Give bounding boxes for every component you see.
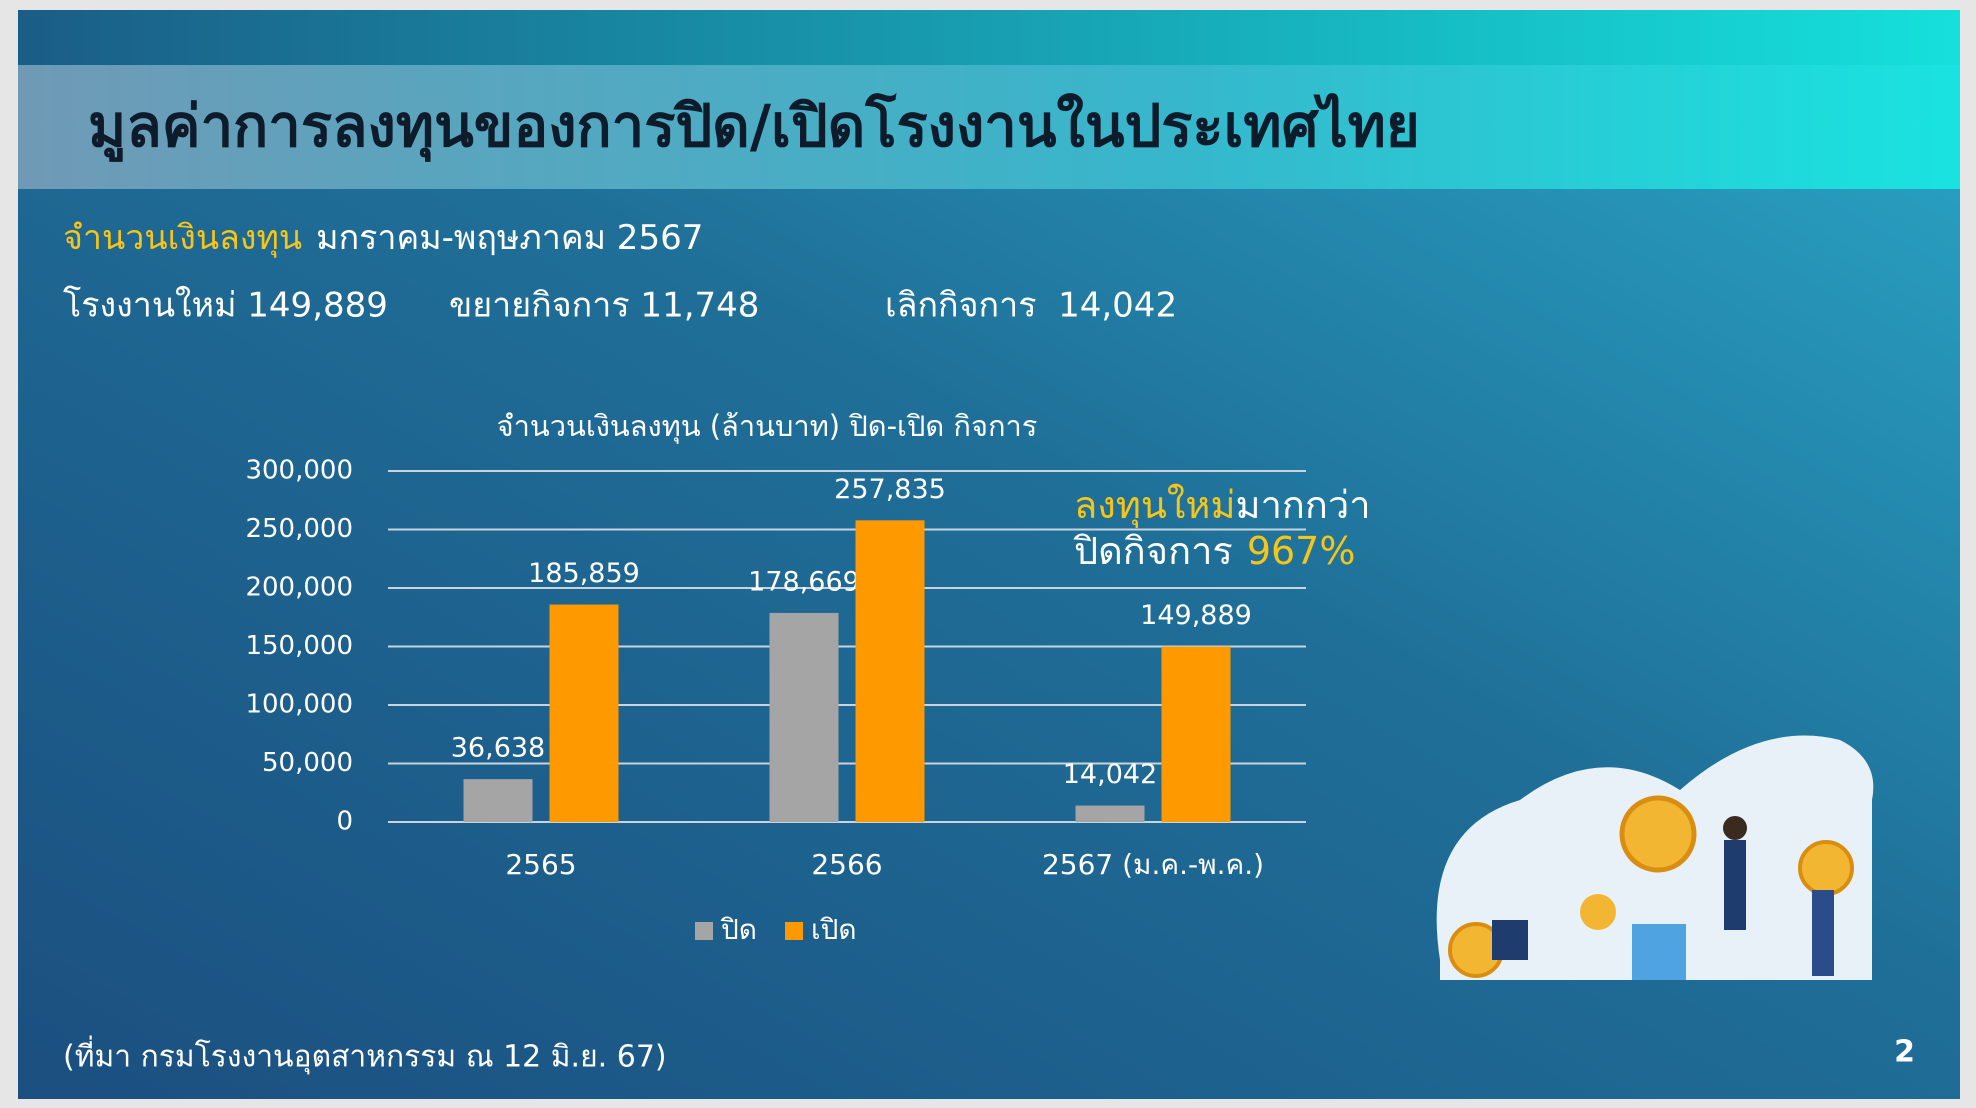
stat: ขยายกิจการ 11,748 bbox=[449, 286, 759, 326]
value-label: 149,889 bbox=[1140, 600, 1252, 631]
top-bar bbox=[18, 10, 1960, 65]
callout-percent: 967% bbox=[1247, 529, 1356, 573]
y-tick-label: 150,000 bbox=[245, 631, 353, 661]
legend-label: เปิด bbox=[811, 913, 857, 946]
stat: เลิกกิจการ 14,042 bbox=[885, 286, 1177, 326]
value-label: 257,835 bbox=[834, 474, 946, 505]
bar bbox=[463, 779, 533, 822]
y-tick-label: 50,000 bbox=[262, 748, 353, 778]
callout-text: ปิดกิจการ bbox=[1073, 529, 1232, 573]
slide-title: มูลค่าการลงทุนของการปิด/เปิดโรงงานในประเ… bbox=[88, 91, 1420, 163]
legend-swatch bbox=[785, 922, 803, 940]
legend-label: ปิด bbox=[720, 913, 757, 946]
subtitle: จำนวนเงินลงทุน มกราคม-พฤษภาคม 2567 bbox=[63, 218, 703, 258]
callout: ลงทุนใหม่มากกว่า bbox=[1074, 483, 1371, 528]
x-tick-label: 2567 (ม.ค.-พ.ค.) bbox=[1042, 848, 1264, 881]
illustration bbox=[1436, 735, 1874, 980]
value-label: 178,669 bbox=[748, 566, 860, 597]
x-tick-label: 2565 bbox=[505, 848, 576, 881]
subtitle-highlight: จำนวนเงินลงทุน bbox=[63, 218, 302, 258]
callout-highlight: ลงทุนใหม่ bbox=[1074, 483, 1236, 528]
subtitle-period: มกราคม-พฤษภาคม 2567 bbox=[316, 218, 703, 258]
source-note: (ที่มา กรมโรงงานอุตสาหกรรม ณ 12 มิ.ย. 67… bbox=[63, 1036, 667, 1076]
value-label: 36,638 bbox=[451, 733, 545, 764]
bar bbox=[1161, 646, 1231, 822]
y-tick-label: 250,000 bbox=[245, 514, 353, 544]
y-tick-label: 300,000 bbox=[245, 456, 353, 486]
value-label: 14,042 bbox=[1063, 759, 1157, 790]
legend-swatch bbox=[695, 922, 713, 940]
y-tick-label: 100,000 bbox=[245, 690, 353, 720]
chart-title: จำนวนเงินลงทุน (ล้านบาท) ปิด-เปิด กิจการ bbox=[497, 409, 1038, 444]
stat: โรงงานใหม่ 149,889 bbox=[63, 286, 388, 326]
bar bbox=[769, 612, 839, 822]
value-label: 185,859 bbox=[528, 558, 640, 589]
bar bbox=[855, 520, 925, 822]
page-number: 2 bbox=[1894, 1035, 1915, 1070]
callout: ปิดกิจการ 967% bbox=[1073, 529, 1355, 573]
callout-text: มากกว่า bbox=[1236, 483, 1371, 527]
title-band bbox=[18, 65, 1960, 189]
y-tick-label: 200,000 bbox=[245, 573, 353, 603]
x-tick-label: 2566 bbox=[811, 848, 882, 881]
bar bbox=[549, 604, 619, 822]
y-tick-label: 0 bbox=[336, 807, 353, 837]
bar bbox=[1075, 805, 1145, 822]
